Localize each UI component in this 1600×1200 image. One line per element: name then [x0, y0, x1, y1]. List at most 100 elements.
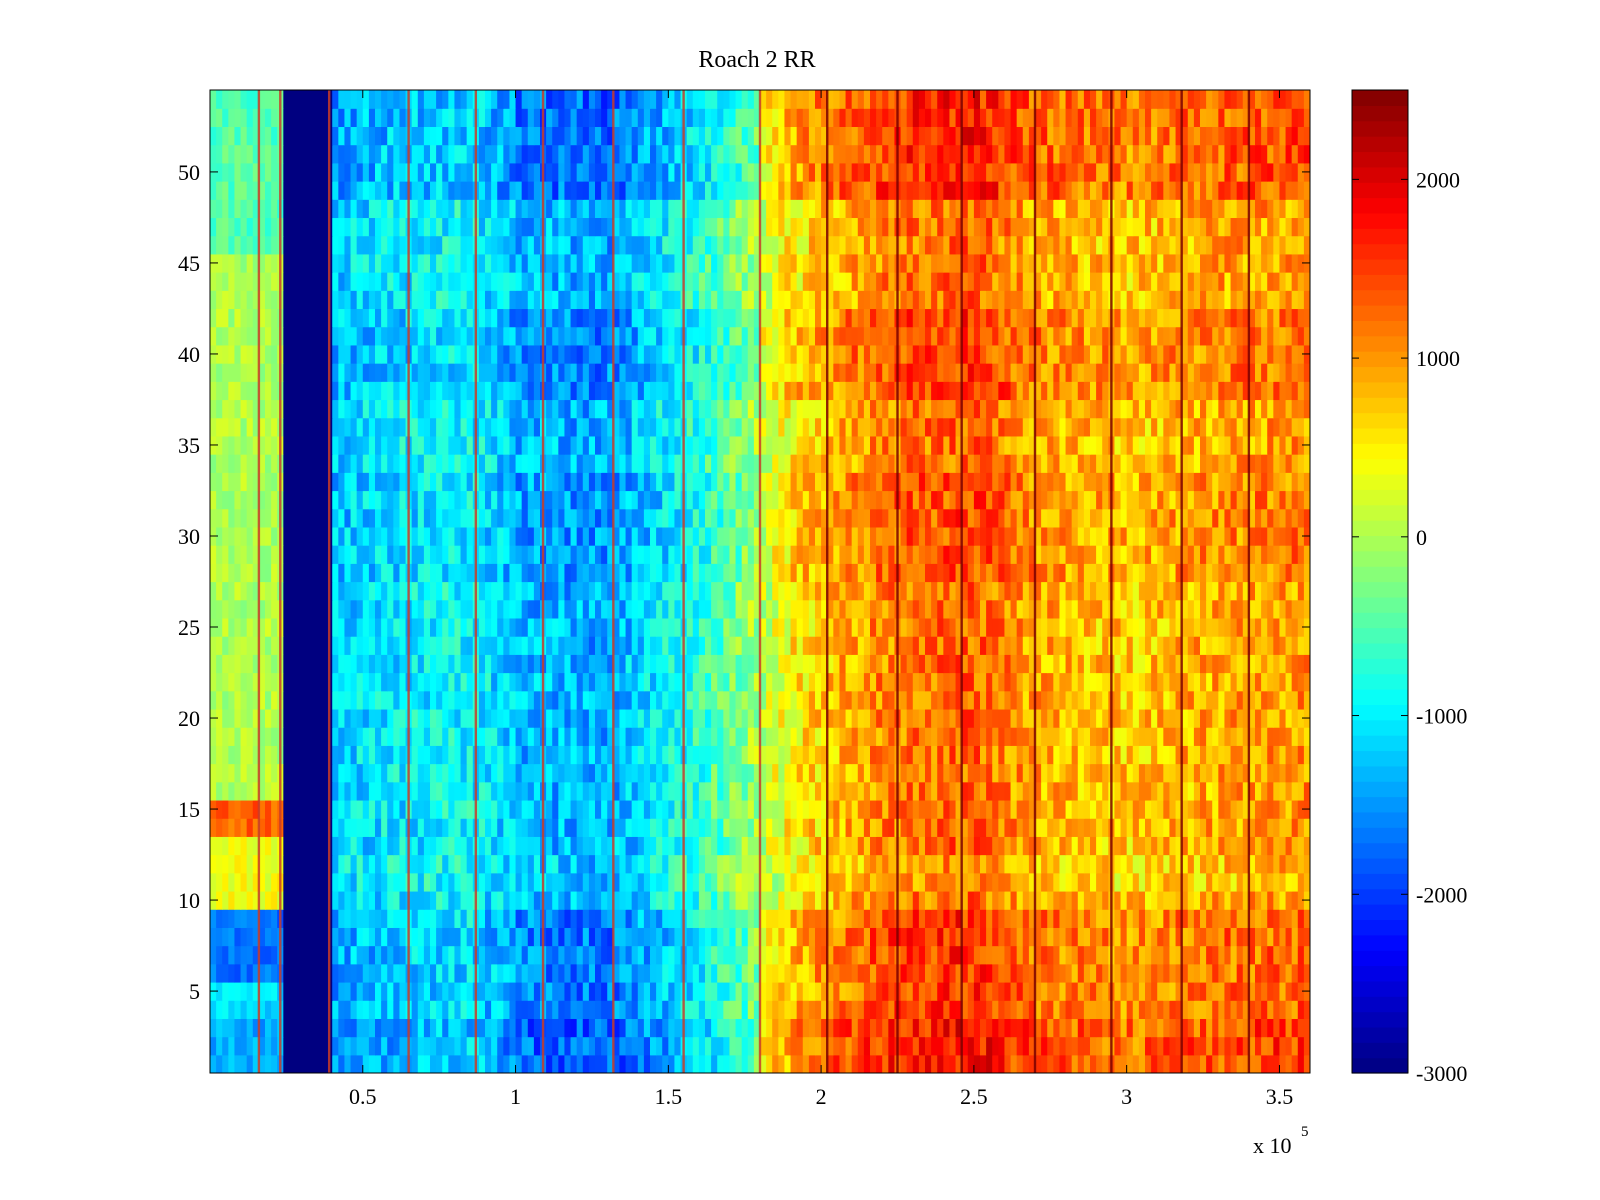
heatmap-cell [460, 617, 468, 637]
heatmap-cell [772, 745, 779, 765]
heatmap-cell [1187, 636, 1195, 655]
heatmap-cell [527, 836, 535, 856]
heatmap-cell [1279, 1036, 1287, 1056]
heatmap-cell [735, 581, 743, 601]
heatmap-cell [1291, 636, 1299, 655]
heatmap-cell [497, 636, 504, 655]
heatmap-cell [766, 745, 773, 765]
heatmap-cell [1218, 799, 1226, 819]
heatmap-cell [686, 818, 694, 837]
heatmap-cell [356, 981, 364, 1001]
heatmap-cell [252, 963, 260, 983]
heatmap-cell [931, 1054, 938, 1073]
heatmap-cell [808, 1054, 816, 1073]
heatmap-cell [698, 818, 706, 837]
heatmap-cell [711, 781, 718, 801]
heatmap-cell [1010, 1054, 1018, 1073]
heatmap-cell [338, 690, 346, 710]
heatmap-cell [1077, 909, 1085, 928]
heatmap-cell [1120, 599, 1128, 619]
heatmap-cell [436, 599, 443, 619]
heatmap-cell [442, 818, 449, 837]
heatmap-cell [1157, 890, 1164, 910]
heatmap-cell [1279, 872, 1287, 892]
heatmap-cell [931, 854, 938, 874]
heatmap-row [210, 690, 1310, 710]
heatmap-cell [521, 1054, 529, 1073]
heatmap-cell [252, 763, 260, 783]
heatmap-cell [1181, 872, 1189, 892]
heatmap-cell [1200, 636, 1207, 655]
heatmap-cell [698, 981, 706, 1001]
heatmap-cell [222, 763, 229, 783]
heatmap-cell [643, 909, 651, 928]
heatmap-row [210, 981, 1310, 1001]
heatmap-cell [1273, 745, 1281, 765]
heatmap-cell [888, 836, 896, 856]
heatmap-cell [533, 599, 541, 619]
heatmap-cell [980, 1000, 987, 1019]
heatmap-cell [1261, 818, 1268, 837]
heatmap-cell [833, 708, 841, 728]
heatmap-cell [851, 672, 859, 692]
heatmap-cell [1285, 854, 1293, 874]
heatmap-cell [1181, 672, 1189, 692]
heatmap-cell [1303, 836, 1310, 856]
heatmap-cell [1193, 945, 1201, 965]
heatmap-cell [1132, 981, 1140, 1001]
heatmap-cell [222, 854, 229, 874]
heatmap-cell [753, 909, 761, 928]
heatmap-cell [711, 890, 718, 910]
heatmap-cell [845, 909, 853, 928]
heatmap-cell [448, 818, 456, 837]
heatmap-cell [686, 909, 694, 928]
heatmap-cell [1175, 581, 1183, 601]
heatmap-cell [876, 636, 883, 655]
heatmap-cell [533, 981, 541, 1001]
heatmap-cell [778, 1018, 786, 1038]
heatmap-cell [931, 617, 938, 637]
heatmap-cell [668, 927, 676, 947]
heatmap-cell [216, 690, 223, 710]
heatmap-cell [607, 1000, 614, 1019]
heatmap-cell [668, 1054, 676, 1073]
heatmap-cell [851, 854, 859, 874]
heatmap-cell [313, 581, 321, 601]
heatmap-cell [692, 1000, 700, 1019]
heatmap-cell [228, 617, 236, 637]
heatmap-cell [955, 799, 963, 819]
heatmap-cell [1261, 963, 1268, 983]
heatmap-cell [252, 854, 260, 874]
heatmap-cell [1151, 1054, 1158, 1073]
heatmap-cell [564, 981, 572, 1001]
heatmap-cell [857, 599, 865, 619]
heatmap-cell [784, 963, 792, 983]
heatmap-cell [344, 1000, 352, 1019]
heatmap-cell [961, 818, 969, 837]
heatmap-cell [601, 1054, 608, 1073]
heatmap-cell [301, 1054, 309, 1073]
heatmap-cell [827, 617, 834, 637]
heatmap-cell [368, 981, 376, 1001]
heatmap-cell [637, 763, 645, 783]
heatmap-cell [662, 690, 669, 710]
heatmap-cell [1236, 1036, 1244, 1056]
heatmap-cell [1022, 963, 1030, 983]
heatmap-cell [729, 1018, 737, 1038]
heatmap-cell [937, 781, 944, 801]
heatmap-cell [808, 945, 816, 965]
heatmap-cell [656, 890, 663, 910]
heatmap-cell [222, 599, 229, 619]
heatmap-cell [1083, 963, 1091, 983]
heatmap-cell [442, 872, 449, 892]
heatmap-cell [515, 854, 523, 874]
heatmap-cell [265, 927, 272, 947]
heatmap-cell [258, 963, 266, 983]
heatmap-cell [833, 654, 841, 674]
heatmap-cell [1267, 599, 1274, 619]
heatmap-cell [986, 581, 993, 601]
heatmap-cell [521, 563, 529, 583]
heatmap-cell [1261, 981, 1268, 1001]
heatmap-cell [912, 781, 920, 801]
heatmap-cell [1248, 1054, 1256, 1073]
